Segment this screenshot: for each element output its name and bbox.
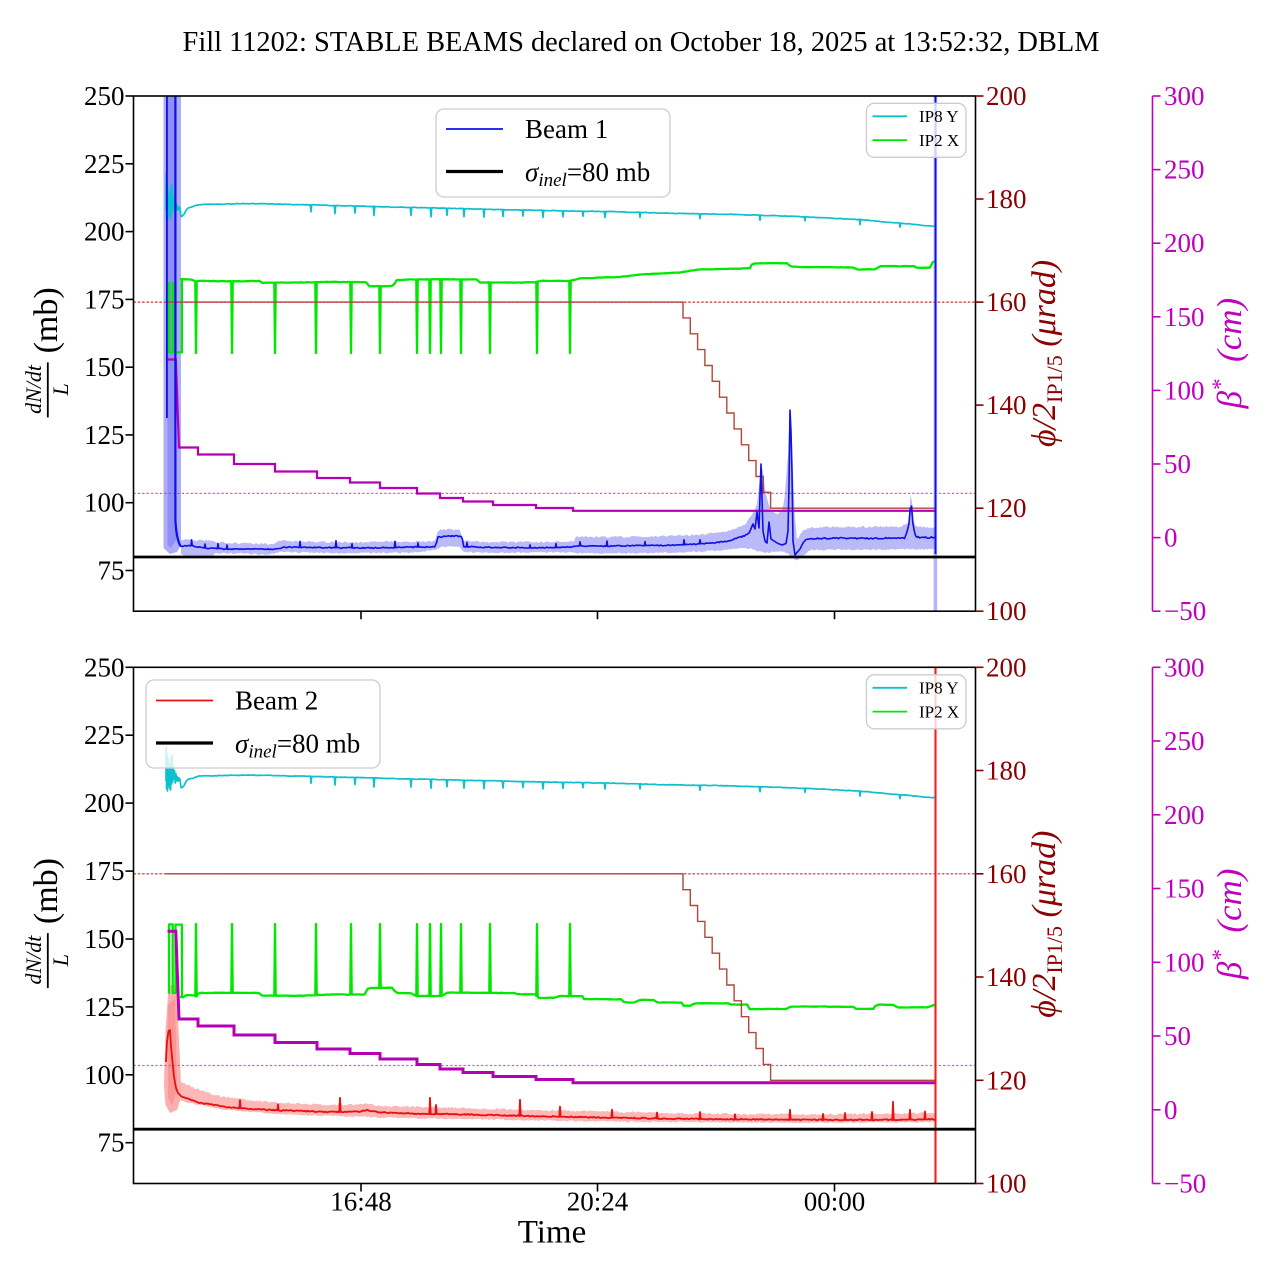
svg-text:0: 0 <box>1164 1095 1178 1125</box>
svg-text:200: 200 <box>1164 228 1205 258</box>
svg-text:125: 125 <box>84 420 125 450</box>
svg-text:β* (cm): β* (cm) <box>1208 298 1249 410</box>
svg-text:200: 200 <box>84 788 125 818</box>
svg-text:IP2 X: IP2 X <box>919 131 959 150</box>
svg-text:20:24: 20:24 <box>567 1187 629 1217</box>
svg-text:(mb): (mb) <box>28 287 65 353</box>
svg-text:β* (cm): β* (cm) <box>1208 869 1249 981</box>
svg-text:100: 100 <box>986 596 1027 626</box>
svg-text:(mb): (mb) <box>28 858 65 924</box>
svg-text:dN/dt: dN/dt <box>21 364 46 414</box>
svg-text:IP8 Y: IP8 Y <box>919 679 959 698</box>
svg-text:75: 75 <box>98 1128 125 1158</box>
svg-text:140: 140 <box>986 962 1027 992</box>
svg-text:ϕ/2IP1/5 (μrad): ϕ/2IP1/5 (μrad) <box>1026 260 1067 447</box>
svg-text:dN/dt: dN/dt <box>21 935 46 985</box>
svg-text:250: 250 <box>84 652 125 682</box>
svg-text:−50: −50 <box>1164 596 1206 626</box>
svg-text:300: 300 <box>1164 652 1205 682</box>
svg-text:Time: Time <box>518 1215 586 1251</box>
svg-text:250: 250 <box>1164 155 1205 185</box>
svg-text:100: 100 <box>1164 375 1205 405</box>
svg-text:150: 150 <box>84 352 125 382</box>
svg-text:100: 100 <box>84 1060 125 1090</box>
svg-text:225: 225 <box>84 149 125 179</box>
svg-text:180: 180 <box>986 184 1027 214</box>
svg-text:IP8 Y: IP8 Y <box>919 107 959 126</box>
svg-text:180: 180 <box>986 756 1027 786</box>
svg-text:0: 0 <box>1164 523 1178 553</box>
svg-text:−50: −50 <box>1164 1169 1206 1199</box>
svg-text:16:48: 16:48 <box>330 1187 392 1217</box>
svg-text:ϕ/2IP1/5 (μrad): ϕ/2IP1/5 (μrad) <box>1026 831 1067 1018</box>
svg-text:140: 140 <box>986 390 1027 420</box>
svg-text:175: 175 <box>84 856 125 886</box>
svg-text:300: 300 <box>1164 81 1205 111</box>
svg-text:75: 75 <box>98 556 125 586</box>
svg-text:250: 250 <box>84 81 125 111</box>
svg-text:Fill 11202: STABLE BEAMS decla: Fill 11202: STABLE BEAMS declared on Oct… <box>183 27 1100 58</box>
svg-text:120: 120 <box>986 1065 1027 1095</box>
svg-text:100: 100 <box>986 1169 1027 1199</box>
svg-text:160: 160 <box>986 287 1027 317</box>
svg-text:100: 100 <box>1164 947 1205 977</box>
svg-text:160: 160 <box>986 859 1027 889</box>
svg-text:Beam 1: Beam 1 <box>525 114 608 144</box>
svg-text:σinel=80 mb: σinel=80 mb <box>525 157 650 191</box>
svg-text:100: 100 <box>84 488 125 518</box>
svg-text:200: 200 <box>1164 800 1205 830</box>
svg-text:225: 225 <box>84 720 125 750</box>
svg-text:120: 120 <box>986 493 1027 523</box>
svg-text:50: 50 <box>1164 1021 1191 1051</box>
svg-text:150: 150 <box>1164 302 1205 332</box>
svg-text:200: 200 <box>986 81 1027 111</box>
svg-text:IP2 X: IP2 X <box>919 703 959 722</box>
svg-text:Beam 2: Beam 2 <box>235 686 318 716</box>
svg-text:σinel=80 mb: σinel=80 mb <box>235 729 360 763</box>
svg-text:150: 150 <box>84 924 125 954</box>
svg-text:L: L <box>48 954 73 967</box>
svg-text:125: 125 <box>84 992 125 1022</box>
svg-text:50: 50 <box>1164 449 1191 479</box>
svg-text:200: 200 <box>84 217 125 247</box>
svg-text:200: 200 <box>986 652 1027 682</box>
svg-text:250: 250 <box>1164 726 1205 756</box>
svg-text:00:00: 00:00 <box>804 1187 866 1217</box>
svg-text:L: L <box>48 383 73 396</box>
svg-text:150: 150 <box>1164 874 1205 904</box>
svg-text:175: 175 <box>84 284 125 314</box>
